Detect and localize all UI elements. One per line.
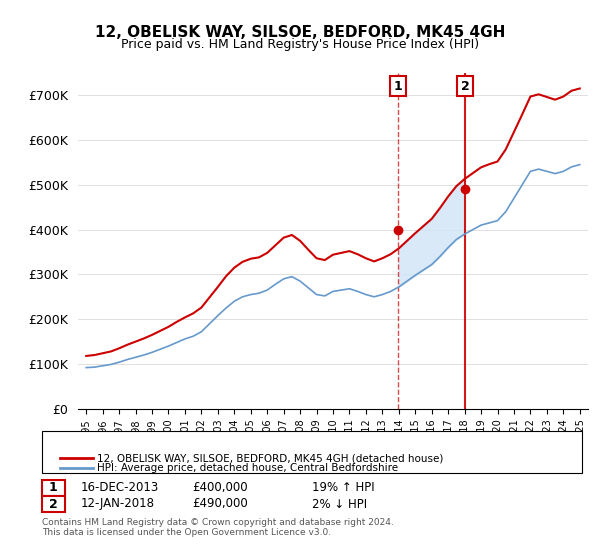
Text: 1: 1 [49,481,58,494]
Text: HPI: Average price, detached house, Central Bedfordshire: HPI: Average price, detached house, Cent… [97,463,398,473]
Text: 2% ↓ HPI: 2% ↓ HPI [312,497,367,511]
Text: 2: 2 [49,497,58,511]
Text: £400,000: £400,000 [192,481,248,494]
Text: 16-DEC-2013: 16-DEC-2013 [81,481,159,494]
Text: 1: 1 [394,80,403,93]
Text: £490,000: £490,000 [192,497,248,511]
Text: Contains HM Land Registry data © Crown copyright and database right 2024.
This d: Contains HM Land Registry data © Crown c… [42,518,394,538]
Text: 2: 2 [461,80,470,93]
Text: 12-JAN-2018: 12-JAN-2018 [81,497,155,511]
Text: 12, OBELISK WAY, SILSOE, BEDFORD, MK45 4GH: 12, OBELISK WAY, SILSOE, BEDFORD, MK45 4… [95,25,505,40]
Text: 12, OBELISK WAY, SILSOE, BEDFORD, MK45 4GH (detached house): 12, OBELISK WAY, SILSOE, BEDFORD, MK45 4… [97,453,443,463]
Text: Price paid vs. HM Land Registry's House Price Index (HPI): Price paid vs. HM Land Registry's House … [121,38,479,51]
Text: 19% ↑ HPI: 19% ↑ HPI [312,481,374,494]
